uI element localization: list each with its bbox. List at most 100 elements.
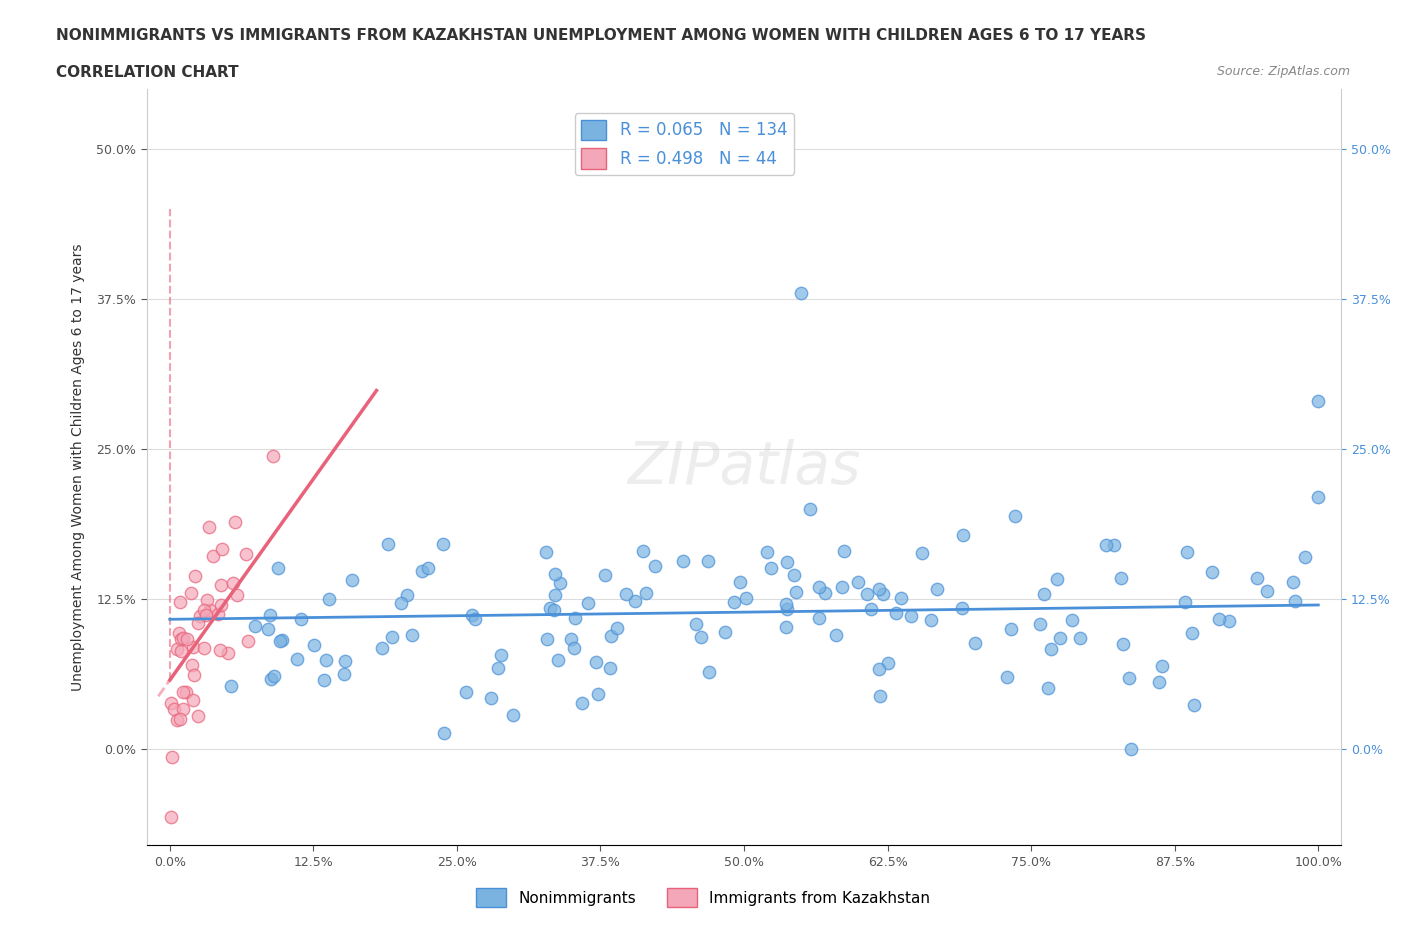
Point (1174, 594, 1197, 609)
Point (172, 684, 194, 699)
Point (209, 578, 232, 592)
Point (1182, 698, 1205, 712)
Point (416, 561, 439, 576)
Point (176, 631, 198, 646)
Point (824, 627, 846, 642)
Point (160, 696, 183, 711)
Point (318, 591, 340, 606)
Text: Source: ZipAtlas.com: Source: ZipAtlas.com (1216, 65, 1350, 78)
Text: ZIPatlas: ZIPatlas (627, 439, 860, 496)
Text: CORRELATION CHART: CORRELATION CHART (56, 65, 239, 80)
Point (340, 573, 363, 588)
Point (1112, 636, 1135, 651)
Point (243, 618, 266, 633)
Point (1049, 631, 1071, 645)
Point (1294, 550, 1316, 565)
Point (1152, 658, 1174, 673)
Point (1046, 571, 1069, 586)
Point (256, 621, 278, 636)
Point (285, 651, 308, 666)
Point (1109, 570, 1132, 585)
Point (169, 711, 191, 726)
Point (488, 660, 510, 675)
Point (564, 640, 586, 655)
Point (401, 628, 423, 643)
Point (644, 559, 666, 574)
Point (869, 661, 891, 676)
Point (1000, 621, 1022, 636)
Point (181, 640, 204, 655)
Point (697, 553, 720, 568)
Point (785, 585, 807, 600)
Point (920, 612, 942, 627)
Point (756, 545, 779, 560)
Point (262, 449, 284, 464)
Point (808, 580, 831, 595)
Point (1284, 593, 1306, 608)
Point (479, 691, 502, 706)
Point (759, 560, 782, 575)
Point (198, 520, 221, 535)
Point (195, 608, 218, 623)
Point (263, 669, 285, 684)
Point (585, 654, 607, 669)
Point (433, 726, 456, 741)
Point (890, 591, 912, 605)
Point (775, 619, 797, 634)
Point (808, 610, 831, 625)
Point (315, 652, 337, 667)
Point (160, 809, 183, 824)
Point (860, 602, 883, 617)
Point (911, 546, 934, 561)
Point (1181, 625, 1204, 640)
Point (180, 586, 202, 601)
Point (1033, 587, 1056, 602)
Point (606, 621, 628, 636)
Point (950, 601, 973, 616)
Point (377, 537, 399, 551)
Point (900, 609, 922, 624)
Point (1060, 613, 1083, 628)
Point (776, 554, 799, 569)
Point (1038, 681, 1060, 696)
Point (1246, 570, 1268, 585)
Point (1282, 575, 1305, 590)
Point (211, 542, 233, 557)
Point (799, 501, 821, 516)
Point (1028, 616, 1050, 631)
Point (461, 607, 484, 622)
Point (259, 607, 281, 622)
Point (1102, 538, 1125, 552)
Point (389, 595, 412, 610)
Point (1175, 545, 1198, 560)
Point (183, 693, 205, 708)
Point (536, 631, 558, 646)
Point (868, 581, 890, 596)
Point (734, 591, 756, 605)
Point (160, 750, 183, 764)
Y-axis label: Unemployment Among Women with Children Ages 6 to 17 years: Unemployment Among Women with Children A… (72, 244, 86, 691)
Point (225, 588, 247, 603)
Point (633, 544, 655, 559)
Point (187, 709, 209, 724)
Point (855, 586, 877, 601)
Point (333, 654, 356, 669)
Point (224, 514, 246, 529)
Point (1039, 642, 1062, 657)
Point (846, 575, 869, 590)
Point (302, 638, 325, 653)
Point (636, 585, 658, 600)
Point (1201, 565, 1223, 579)
Point (217, 645, 239, 660)
Point (614, 586, 637, 601)
Point (271, 633, 294, 648)
Point (1094, 538, 1116, 552)
Point (454, 684, 477, 699)
Point (872, 587, 894, 602)
Point (995, 670, 1018, 684)
Point (209, 598, 232, 613)
Point (564, 610, 586, 625)
Point (776, 601, 799, 616)
Point (1004, 509, 1026, 524)
Point (411, 564, 433, 578)
